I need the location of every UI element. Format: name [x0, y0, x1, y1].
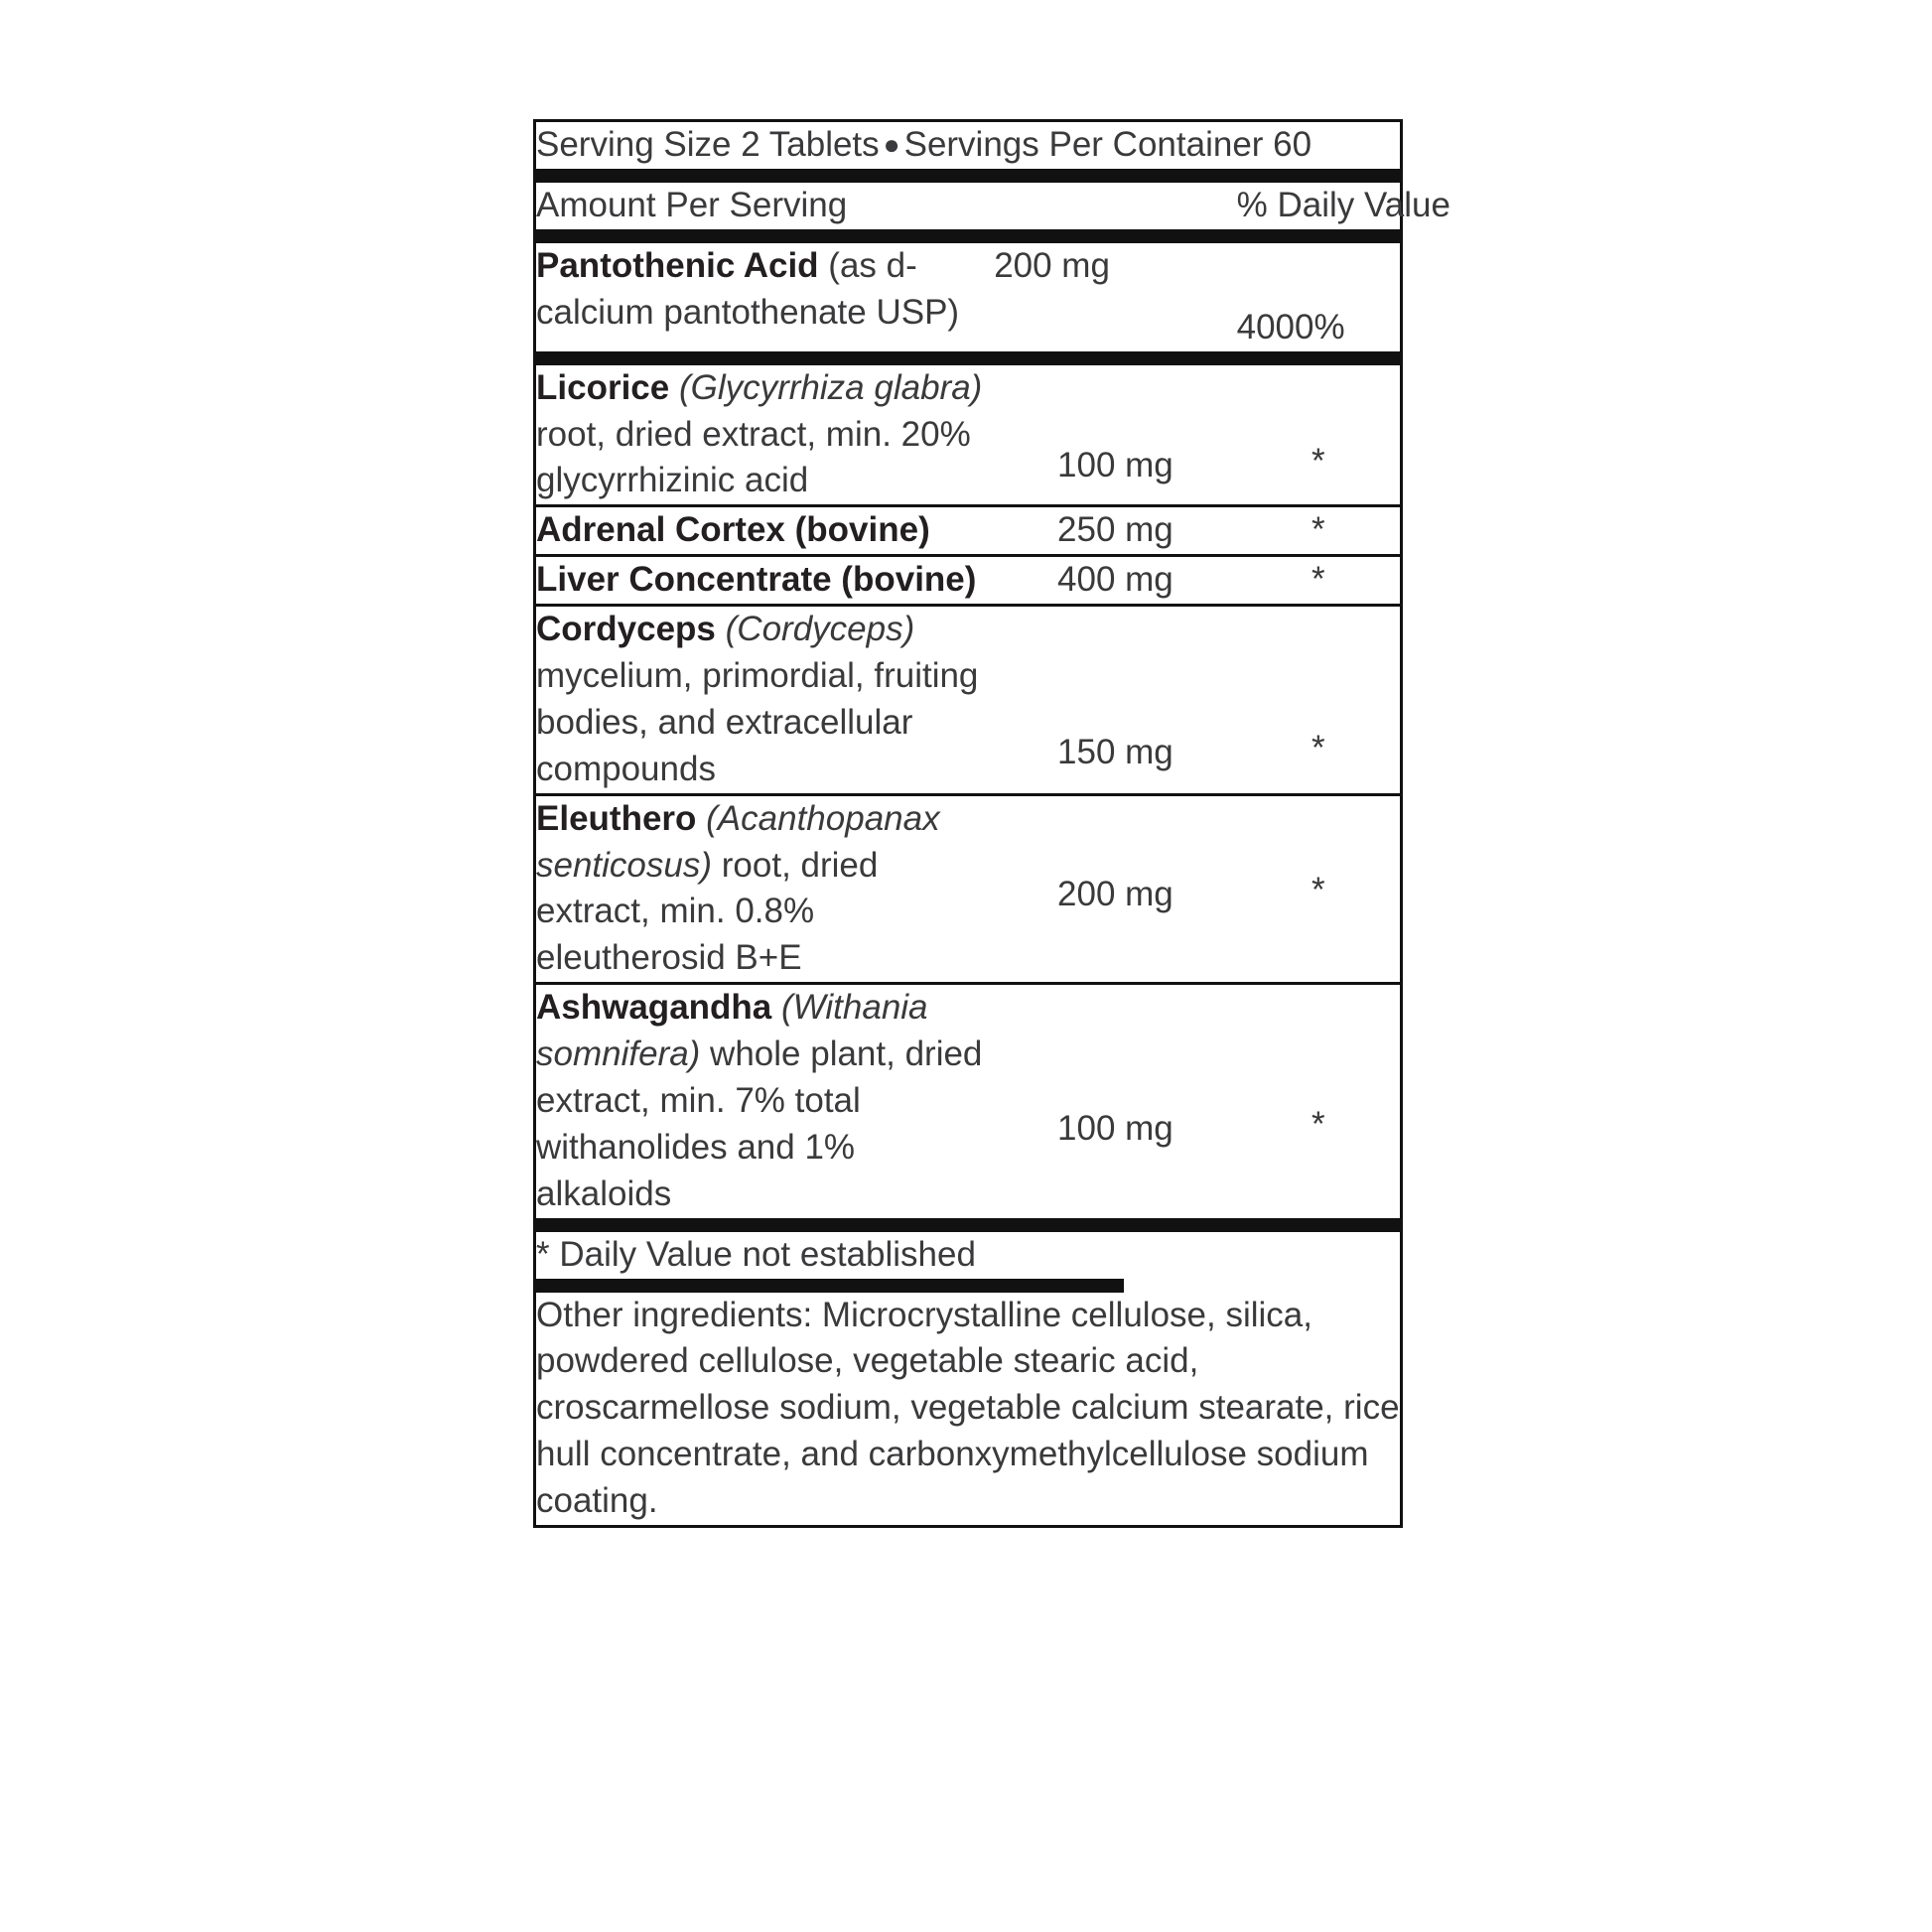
nutrient-name-rest: mycelium, primordial, fruiting bodies, a… — [536, 656, 979, 788]
nutrient-amount-cell: 100 mg — [994, 357, 1237, 508]
nutrient-name-bold: Licorice — [536, 367, 670, 407]
nutrient-name-cell: Cordyceps (Cordyceps) mycelium, primordi… — [534, 605, 995, 796]
nutrient-name-cell: Ashwagandha (Withania somnifera) whole p… — [534, 983, 995, 1232]
nutrient-amount-cell: 250 mg — [994, 505, 1237, 558]
footnote-divider-row — [535, 1278, 1402, 1293]
nutrient-name-bold: Adrenal Cortex (bovine) — [536, 510, 930, 550]
amount-per-serving-header: Amount Per Serving — [534, 175, 1237, 243]
supplement-facts-table: Serving Size 2 Tablets ● Servings Per Cont… — [533, 119, 1450, 1529]
nutrient-name-rest: whole plant, dried extract, min. 7% tota… — [536, 1035, 983, 1213]
nutrient-name-bold: Cordyceps — [536, 610, 716, 649]
table-row: Cordyceps (Cordyceps) mycelium, primordi… — [534, 605, 1402, 796]
table-row: Liver Concentrate (bovine) 400 mg * — [534, 555, 1402, 608]
daily-value-footnote: * Daily Value not established — [536, 1234, 976, 1274]
nutrient-name-latin: (Withania somnifera) — [536, 988, 928, 1074]
serving-size-text: Serving Size 2 Tablets — [536, 125, 880, 164]
nutrient-name-rest: root, dried extract, min. 20% glycyrrhiz… — [536, 414, 971, 500]
table-row: Eleuthero (Acanthopanax senticosus) root… — [534, 794, 1402, 986]
serving-size-cell: Serving Size 2 Tablets ● Servings Per Cont… — [534, 120, 1402, 183]
footnote-row: * Daily Value not established — [535, 1225, 1402, 1279]
other-ingredients-text: Other ingredients: Microcrystalline cell… — [536, 1295, 1400, 1521]
nutrient-name-cell: Eleuthero (Acanthopanax senticosus) root… — [534, 794, 995, 986]
other-ingredients-row: Other ingredients: Microcrystalline cell… — [535, 1293, 1402, 1527]
nutrient-daily-value-cell: * — [1236, 555, 1402, 608]
nutrient-name-latin: (Cordyceps) — [725, 610, 915, 649]
supplement-facts-panel: Serving Size 2 Tablets ● Servings Per Cont… — [533, 119, 1450, 1529]
nutrient-name-bold: Liver Concentrate (bovine) — [536, 560, 977, 600]
nutrient-name-cell: Pantothenic Acid (as d-calcium pantothen… — [534, 235, 995, 365]
nutrient-name-latin: (Glycyrrhiza glabra) — [678, 367, 983, 407]
nutrient-amount-cell: 200 mg — [994, 235, 1237, 365]
table-row: Pantothenic Acid (as d-calcium pantothen… — [534, 235, 1402, 365]
nutrient-daily-value-cell: 4000% — [1236, 235, 1402, 365]
footnote-divider-bar — [536, 1278, 1124, 1293]
nutrient-name-rest: (as d-calcium pantothenate USP) — [536, 245, 960, 332]
table-row: Licorice (Glycyrrhiza glabra) root, drie… — [534, 357, 1402, 508]
nutrient-amount-cell: 150 mg — [994, 605, 1237, 796]
nutrient-name-latin: (Acanthopanax senticosus) — [536, 798, 940, 885]
footnote-divider-cell — [535, 1278, 1402, 1293]
nutrient-name-bold: Eleuthero — [536, 798, 697, 838]
nutrient-daily-value-cell: * — [1236, 357, 1402, 508]
nutrient-name-cell: Liver Concentrate (bovine) — [534, 555, 995, 608]
table-row: Ashwagandha (Withania somnifera) whole p… — [534, 983, 1402, 1232]
table-row: Adrenal Cortex (bovine) 250 mg * — [534, 505, 1402, 558]
nutrient-amount-cell: 200 mg — [994, 794, 1237, 986]
nutrient-amount-cell: 400 mg — [994, 555, 1237, 608]
nutrient-daily-value-cell: * — [1236, 605, 1402, 796]
column-header-row: Amount Per Serving % Daily Value — [534, 175, 1450, 243]
nutrient-name-bold: Pantothenic Acid — [536, 245, 819, 285]
percent-daily-value-header: % Daily Value — [1236, 175, 1450, 243]
separator-dot-icon: ● — [883, 129, 900, 160]
nutrient-daily-value-cell: * — [1236, 794, 1402, 986]
servings-per-container-text: Servings Per Container 60 — [903, 125, 1312, 164]
nutrient-name-bold: Ashwagandha — [536, 988, 772, 1028]
nutrient-daily-value-cell: * — [1236, 983, 1402, 1232]
nutrient-name-rest: root, dried extract, min. 0.8% eleuthero… — [536, 845, 879, 978]
nutrient-daily-value-cell: * — [1236, 505, 1402, 558]
serving-size-row: Serving Size 2 Tablets ● Servings Per Cont… — [534, 120, 1402, 183]
nutrient-amount-cell: 100 mg — [994, 983, 1237, 1232]
nutrient-name-cell: Licorice (Glycyrrhiza glabra) root, drie… — [534, 357, 995, 508]
nutrient-name-cell: Adrenal Cortex (bovine) — [534, 505, 995, 558]
